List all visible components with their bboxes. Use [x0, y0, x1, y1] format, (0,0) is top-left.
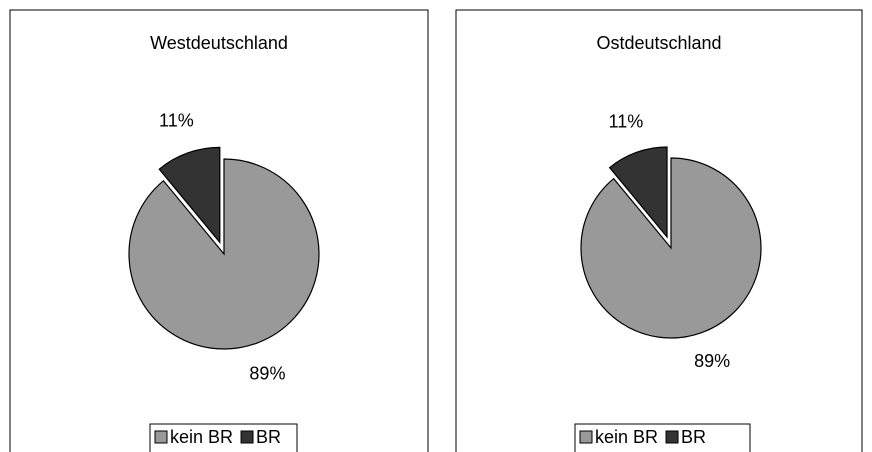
pie-slice: [128, 158, 320, 350]
data-label: 89%: [249, 363, 285, 383]
data-label: 11%: [609, 111, 644, 131]
data-label: 11%: [159, 110, 194, 130]
legend-box: [574, 423, 751, 452]
legend-swatch: [240, 430, 254, 444]
chart-title: Westdeutschland: [150, 33, 288, 53]
pie-slice: [580, 157, 762, 339]
chart-title: Ostdeutschland: [596, 33, 721, 53]
pie-slice: [608, 146, 668, 239]
legend-label: BR: [681, 427, 706, 447]
pie-slice: [158, 146, 221, 245]
chart-panel: [455, 9, 863, 452]
data-label: 89%: [694, 351, 730, 371]
legend-label: kein BR: [595, 427, 658, 447]
legend-swatch: [665, 430, 679, 444]
legend-label: BR: [256, 427, 281, 447]
legend-swatch: [154, 430, 168, 444]
legend-swatch: [579, 430, 593, 444]
legend-box: [149, 423, 298, 452]
legend-label: kein BR: [170, 427, 233, 447]
